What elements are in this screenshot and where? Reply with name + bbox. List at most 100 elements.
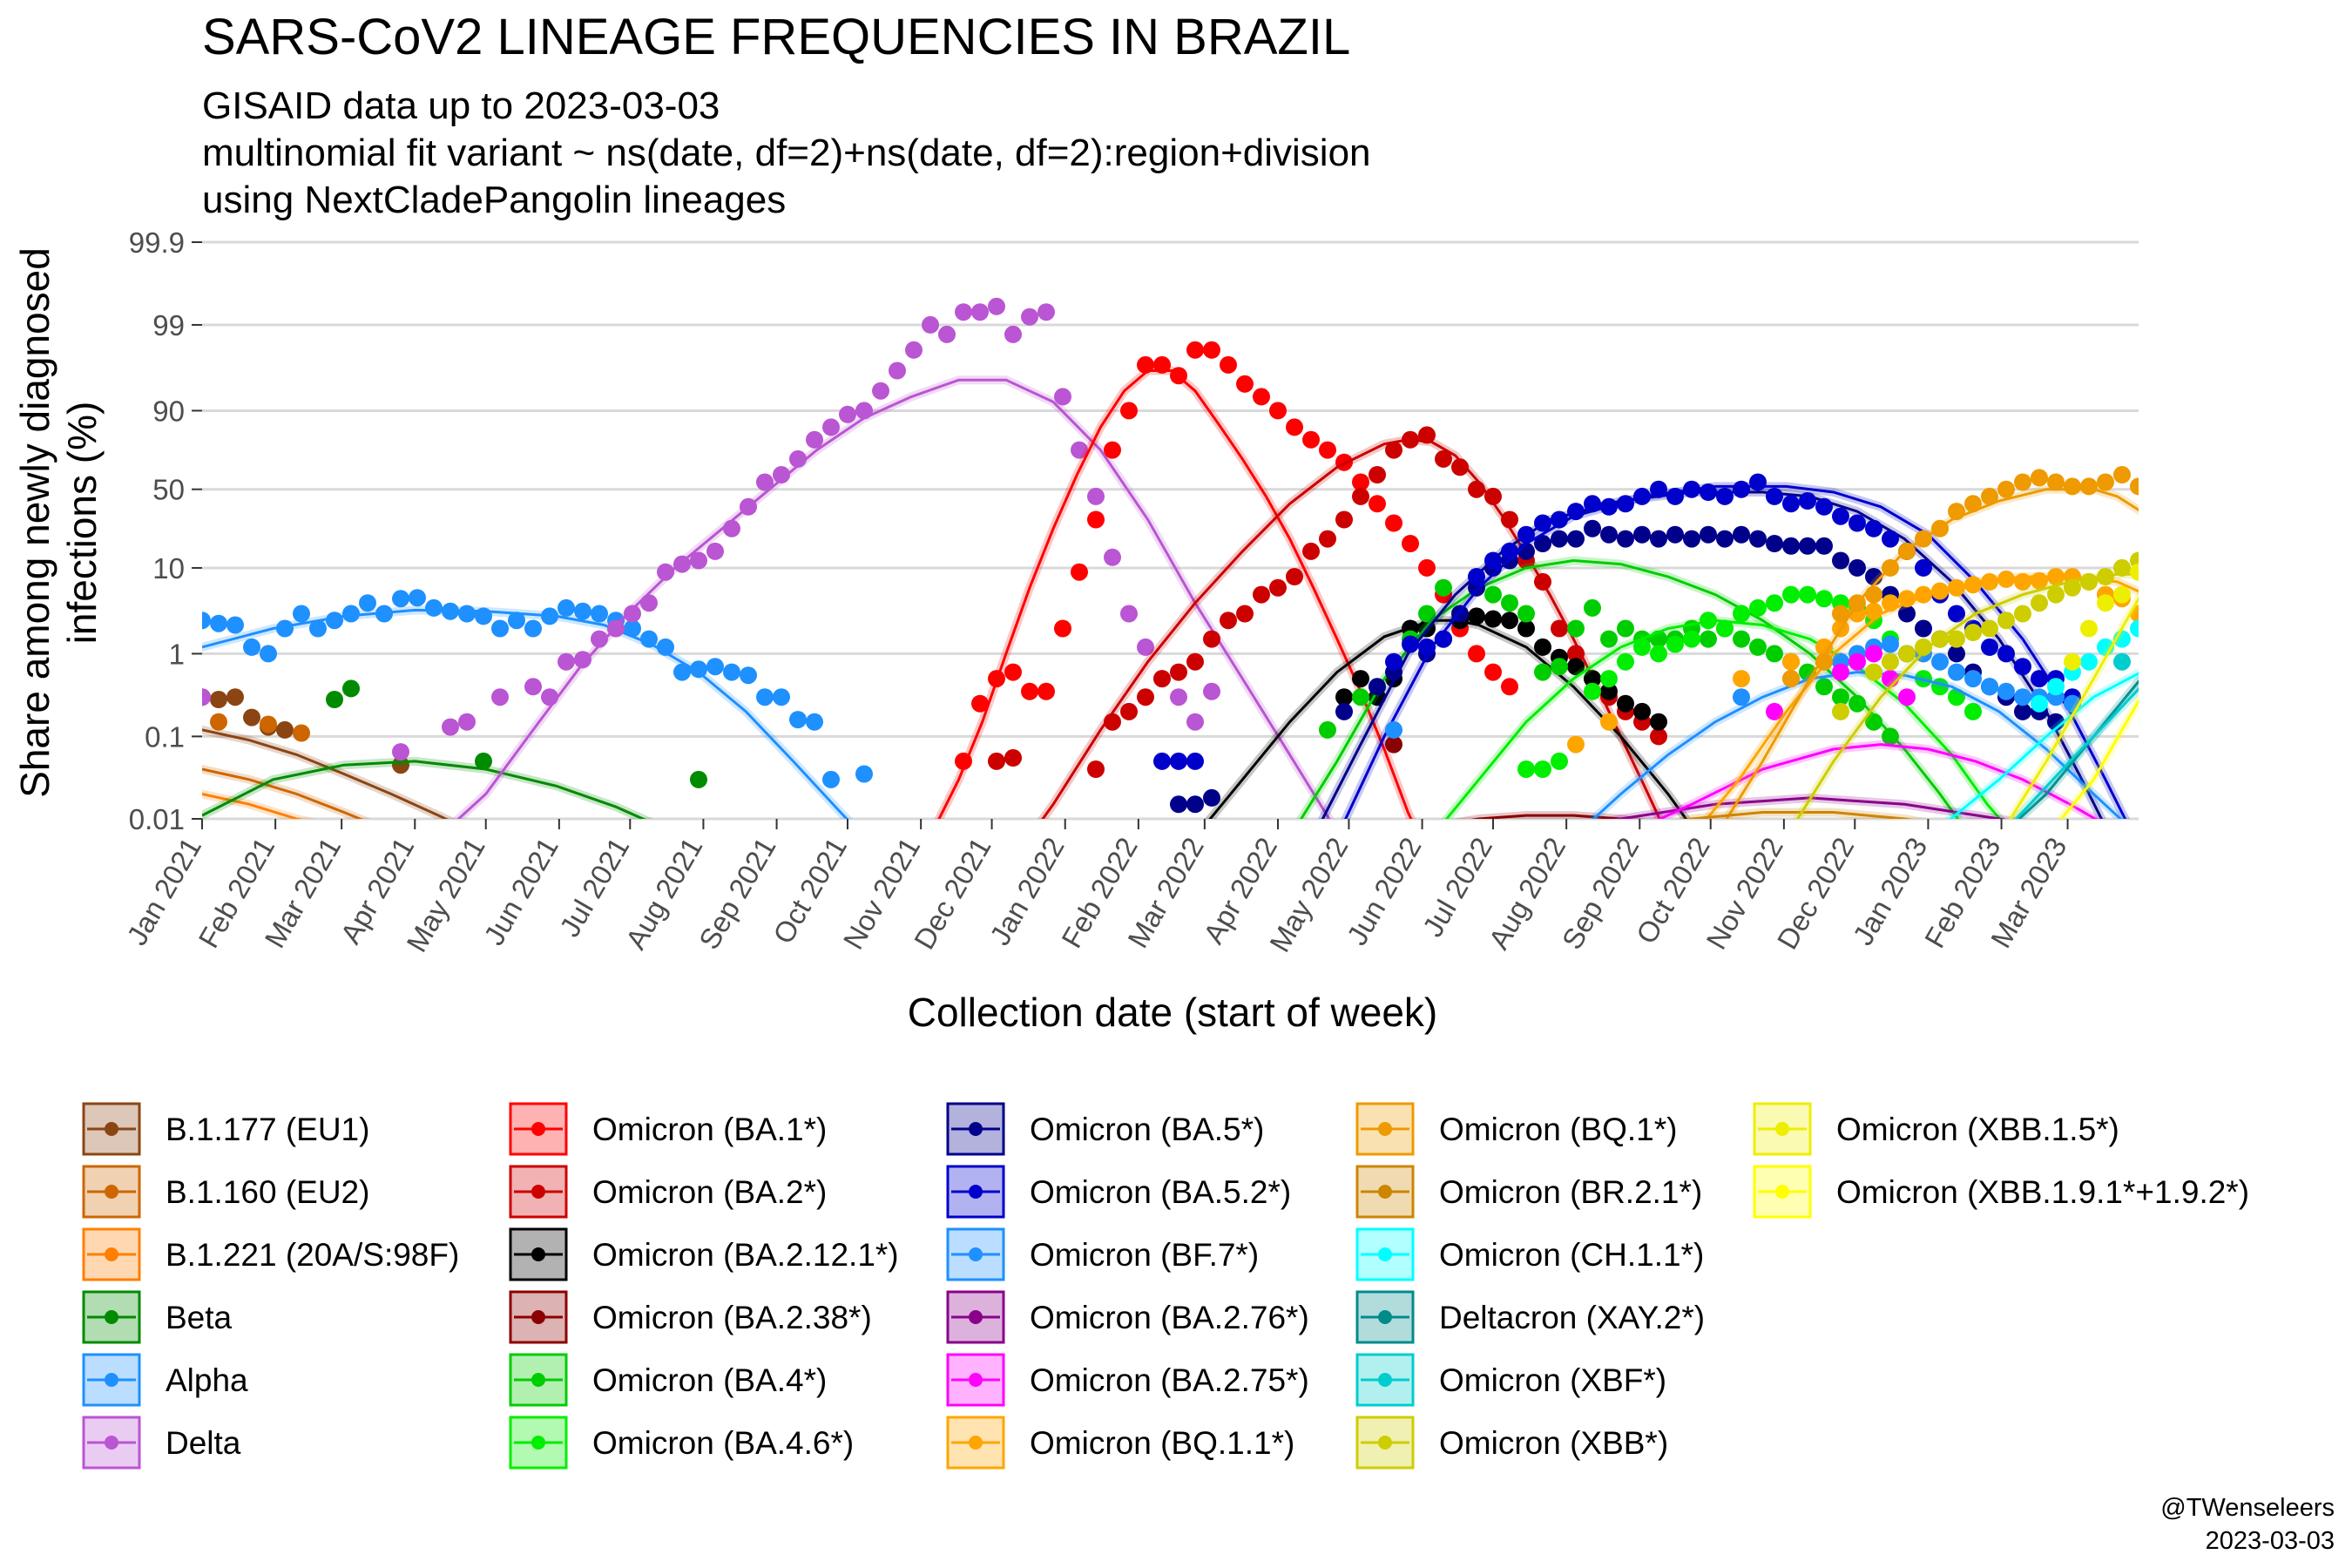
y-tick-label: 1 [169, 638, 185, 670]
series-point [1087, 487, 1105, 505]
legend-label: Omicron (BQ.1.1*) [1030, 1425, 1294, 1461]
series-point [243, 638, 260, 656]
series-point [1865, 713, 1882, 731]
series-point [1617, 694, 1634, 713]
legend-item: Omicron (BQ.1*) [1355, 1102, 1677, 1156]
series-point [1766, 535, 1783, 552]
legend-key-dot [1775, 1185, 1789, 1199]
y-tick-label: 99.9 [129, 226, 185, 259]
series-point [1931, 519, 1949, 537]
series-fit-line [1592, 671, 2123, 819]
series-group [2010, 631, 2164, 819]
series-point [1302, 542, 1320, 560]
series-point [1551, 752, 1568, 770]
legend-item: Omicron (BF.7*) [946, 1227, 1259, 1281]
series-point [2080, 652, 2098, 671]
series-point [1865, 602, 1882, 620]
series-group [2055, 693, 2139, 819]
series-point [1253, 388, 1270, 406]
series-point [1832, 663, 1849, 681]
series-point [2031, 571, 2048, 590]
series-point [723, 663, 740, 681]
series-point [1666, 635, 1684, 653]
legend-key-dot [105, 1310, 118, 1324]
series-point [1385, 441, 1402, 459]
series-point [1749, 598, 1767, 617]
series-point [2031, 694, 2048, 713]
series-point [1782, 537, 1800, 555]
series-point [1004, 325, 1022, 343]
series-point [2014, 688, 2031, 706]
series-point [1931, 582, 1949, 600]
series-point [1898, 645, 1916, 663]
legend-label: B.1.221 (20A/S:98F) [166, 1237, 459, 1273]
series-point [1517, 619, 1535, 638]
series-point [1915, 619, 1932, 638]
series-point [1418, 558, 1436, 577]
series-fit-line [1725, 488, 2139, 819]
series-point [1948, 645, 1965, 663]
legend-key-dot [105, 1373, 118, 1387]
series-point [1683, 630, 1700, 648]
series-point [1385, 720, 1402, 739]
series-point [1137, 638, 1154, 656]
series-point [1501, 510, 1518, 529]
legend-label: Omicron (BA.5*) [1030, 1112, 1264, 1147]
series-point [2047, 473, 2065, 491]
series-point [1848, 594, 1866, 612]
series-point [392, 590, 409, 608]
series-point [2146, 631, 2164, 648]
series-point [1137, 688, 1154, 706]
series-point [1369, 466, 1386, 483]
series-point [2064, 652, 2081, 671]
legend-item: B.1.160 (EU2) [82, 1165, 369, 1219]
legend-label: Omicron (BA.4*) [592, 1362, 827, 1398]
series-point [1600, 630, 1618, 648]
series-point [1915, 585, 1932, 604]
legend-key-dot [531, 1373, 545, 1387]
legend-label: Omicron (BA.2.75*) [1030, 1362, 1309, 1398]
series-point [2080, 477, 2098, 496]
series-point [1104, 548, 1121, 566]
series-point [1832, 688, 1849, 706]
series-point [1319, 441, 1336, 459]
series-point [202, 688, 211, 706]
series-point [1385, 514, 1402, 532]
series-point [1186, 341, 1204, 359]
legend-key-dot [105, 1122, 118, 1136]
series-point [690, 660, 707, 679]
series-point [1766, 702, 1783, 720]
series-fit-line [202, 767, 364, 819]
series-point [1584, 495, 1601, 513]
series-point [1402, 430, 1419, 449]
plot-area [202, 297, 2164, 819]
series-point [1997, 612, 2015, 630]
series-point [657, 638, 674, 656]
series-group [202, 589, 873, 819]
series-fit-line [1041, 438, 1661, 819]
series-point [1534, 638, 1551, 656]
series-point [1435, 630, 1452, 648]
series-point [740, 497, 757, 516]
series-point [1517, 760, 1535, 778]
legend-label: Omicron (XBB.1.5*) [1836, 1112, 2119, 1147]
series-point [1584, 519, 1601, 537]
series-point [1037, 303, 1055, 321]
series-point [1269, 402, 1287, 420]
series-point [1369, 678, 1386, 696]
series-point [475, 607, 492, 625]
series-point [1153, 752, 1171, 770]
series-point [1997, 645, 2015, 663]
series-point [1848, 652, 1866, 671]
series-point [1865, 585, 1882, 604]
series-point [1004, 749, 1022, 767]
legend-key-dot [1378, 1185, 1392, 1199]
legend-item: Omicron (XBB*) [1355, 1416, 1668, 1470]
series-point [806, 713, 823, 731]
series-point [773, 466, 790, 483]
series-point [210, 614, 227, 632]
legend-key-dot [969, 1185, 983, 1199]
series-point [1600, 497, 1618, 516]
series-point [1997, 570, 2015, 588]
